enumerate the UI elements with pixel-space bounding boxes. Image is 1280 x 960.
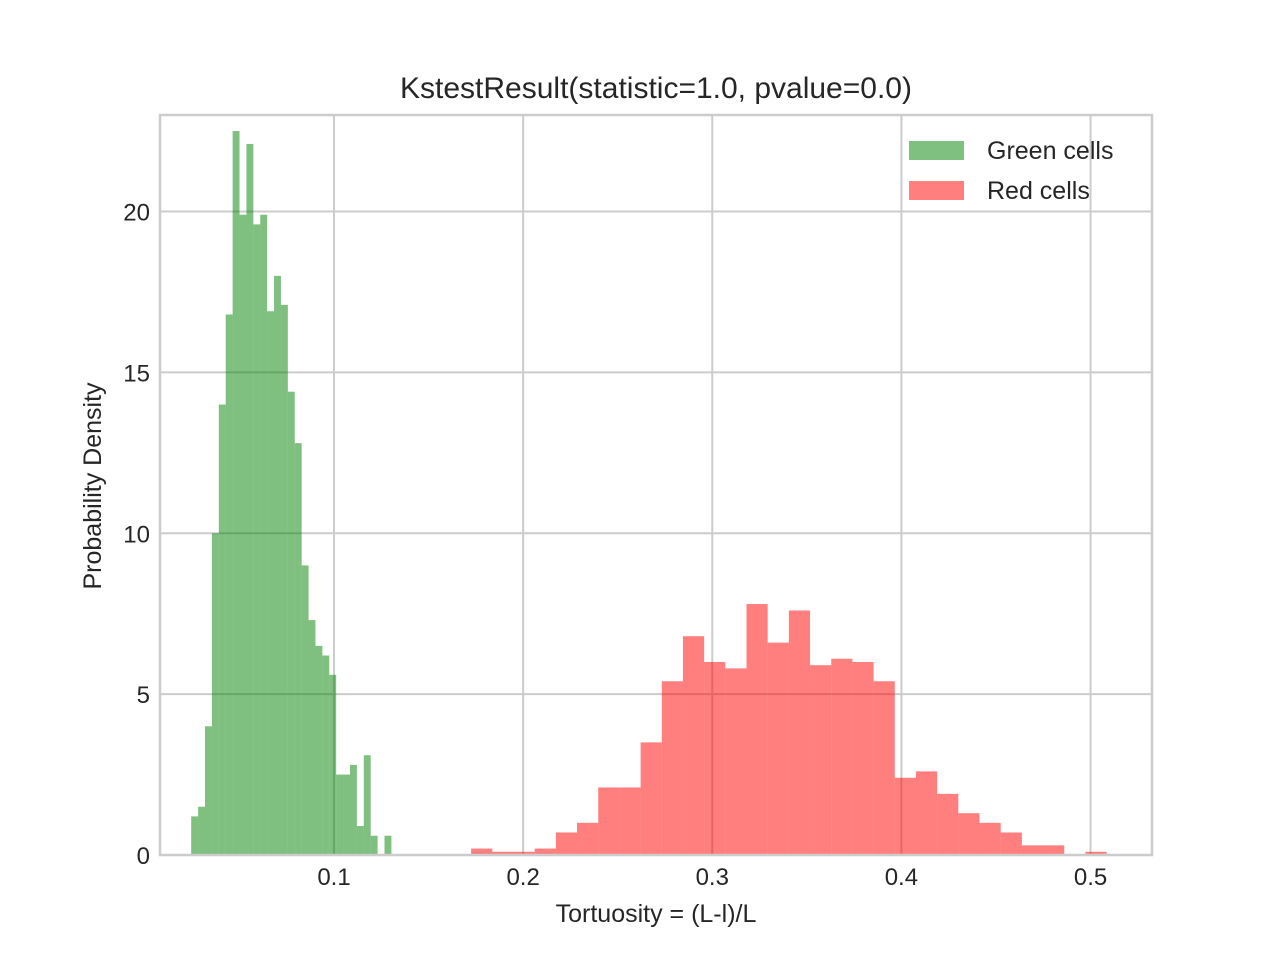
histogram-bar: [260, 214, 268, 855]
histogram-bar: [329, 674, 337, 855]
histogram-bar: [958, 813, 980, 855]
x-tick-label: 0.5: [1074, 864, 1107, 891]
histogram-bar: [356, 826, 364, 855]
histogram-bar: [211, 533, 219, 855]
histogram-bar: [661, 681, 683, 855]
legend: Green cells Red cells: [909, 137, 1113, 205]
histogram-bar: [810, 665, 832, 855]
histogram-bar: [267, 311, 275, 855]
x-tick-label: 0.4: [885, 864, 918, 891]
histogram-bar: [232, 131, 240, 855]
tick-labels: 0.1 0.2 0.3 0.4 0.5 0 5 10 15 20: [123, 200, 1107, 891]
y-tick-label: 5: [137, 682, 150, 709]
histogram-bar: [308, 620, 316, 855]
histogram-bar: [225, 314, 233, 855]
histogram-bar: [788, 610, 811, 855]
histogram-bar: [471, 848, 493, 855]
histogram-bar: [205, 726, 212, 855]
plot-frame: [158, 113, 1154, 857]
histogram-bar: [640, 742, 662, 855]
histogram-bar: [852, 661, 874, 855]
histogram-bar: [274, 275, 281, 855]
legend-swatch-red-cells: [909, 181, 964, 200]
histogram-bar: [336, 774, 344, 855]
histogram-bar: [767, 642, 789, 855]
histogram-bar: [534, 848, 556, 855]
x-axis-label: Tortuosity = (L-l)/L: [556, 900, 757, 928]
y-axis-label: Probability Density: [79, 382, 107, 590]
histogram-bar: [492, 851, 514, 855]
histogram-bar: [370, 835, 378, 855]
histogram-bar: [363, 755, 371, 855]
legend-swatch-green-cells: [909, 141, 964, 160]
y-tick-label: 0: [137, 843, 150, 870]
histogram-bar: [725, 668, 747, 855]
histogram-bar: [577, 822, 599, 855]
y-tick-label: 10: [123, 521, 150, 548]
histogram-bar: [1043, 845, 1065, 855]
histogram-bar: [1000, 832, 1022, 855]
x-tick-label: 0.2: [506, 864, 539, 891]
histogram-bar: [246, 143, 254, 855]
histogram-bar: [315, 645, 323, 855]
histogram-bar: [287, 391, 295, 855]
histogram-bar: [746, 604, 768, 855]
histogram-bar: [218, 404, 226, 855]
histogram-bar: [322, 655, 330, 855]
histogram-bar: [253, 224, 261, 856]
histogram-bar: [1021, 845, 1044, 855]
histogram-bar: [937, 793, 959, 855]
y-tick-label: 15: [123, 360, 150, 387]
histogram-bar: [343, 774, 350, 855]
histogram-bar: [555, 832, 578, 855]
x-tick-label: 0.3: [696, 864, 729, 891]
histogram-bar: [873, 681, 895, 855]
histogram-bar: [704, 661, 726, 855]
y-tick-label: 20: [123, 200, 150, 227]
histogram-bar: [349, 764, 357, 855]
histogram-bar: [301, 565, 309, 855]
histogram-bar: [513, 851, 535, 855]
histogram-bar: [280, 304, 288, 856]
legend-label-green-cells: Green cells: [987, 137, 1113, 165]
histogram-bar: [198, 806, 206, 855]
legend-label-red-cells: Red cells: [987, 177, 1090, 205]
histogram-bar: [619, 787, 641, 855]
histogram-bar: [239, 214, 247, 855]
histogram-bar: [384, 835, 392, 855]
histogram-bar: [598, 787, 620, 855]
histogram-bar: [831, 658, 853, 855]
histogram-bar: [294, 443, 302, 855]
histogram-bar: [979, 822, 1001, 855]
histogram-bar: [191, 816, 199, 855]
histogram-bar: [1085, 851, 1107, 855]
histogram-bars: [191, 131, 1107, 856]
histogram-bar: [682, 636, 705, 855]
histogram-bar: [894, 777, 916, 855]
chart-title: KstestResult(statistic=1.0, pvalue=0.0): [400, 72, 912, 105]
x-tick-label: 0.1: [317, 864, 350, 891]
histogram-bar: [915, 771, 938, 855]
